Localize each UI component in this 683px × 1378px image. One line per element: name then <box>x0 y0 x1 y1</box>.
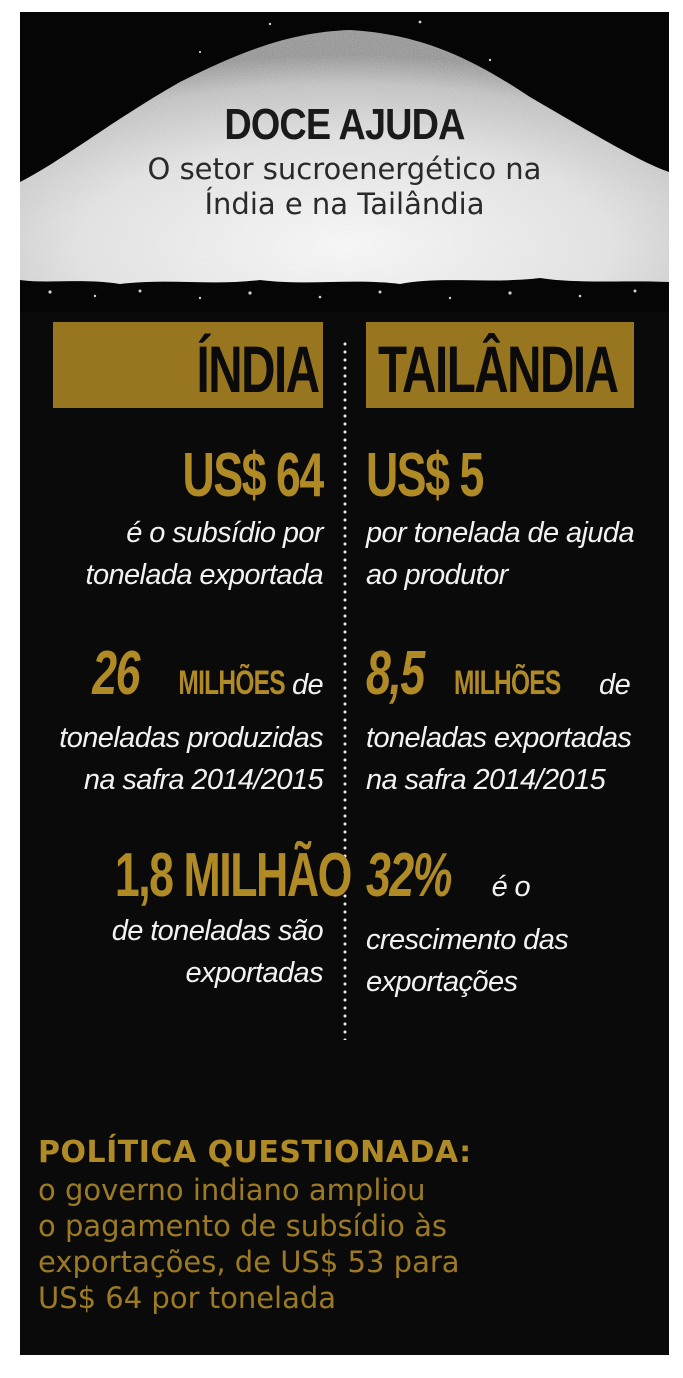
sugar-pile-image <box>20 12 669 312</box>
india-heading-box: ÍNDIA <box>53 322 323 408</box>
footer-line-1: o governo indiano ampliou <box>38 1173 426 1207</box>
footer-line-3: exportações, de US$ 53 para <box>38 1245 460 1279</box>
india-subsidy-value: US$ 64 <box>182 441 325 510</box>
thailand-exports-unit: MILHÕES <box>453 664 561 702</box>
thailand-stat-aid: US$ 5 por tonelada de ajuda ao produtor <box>366 444 666 596</box>
infographic-panel: DOCE AJUDA O setor sucroenergético na Ín… <box>20 12 669 1355</box>
footer-line-2: o pagamento de subsídio às <box>38 1209 447 1243</box>
thailand-exports-text-3: na safra 2014/2015 <box>366 764 606 796</box>
india-production-text-2: toneladas produzidas <box>59 722 323 754</box>
header: DOCE AJUDA O setor sucroenergético na Ín… <box>20 100 669 222</box>
dotted-divider <box>343 340 347 1040</box>
india-exports-text-2: exportadas <box>185 957 324 989</box>
india-production-text-3: na safra 2014/2015 <box>83 764 324 796</box>
india-subsidy-text-1: é o subsídio por <box>126 517 323 549</box>
india-stat-production: 26 MILHÕES de toneladas produzidas na sa… <box>23 642 323 801</box>
thailand-stat-exports: 8,5 MILHÕES de toneladas exportadas na s… <box>366 642 666 801</box>
india-production-value: 26 <box>92 639 140 708</box>
thailand-growth-text-3: exportações <box>366 966 518 998</box>
thailand-aid-text-2: ao produtor <box>366 559 508 591</box>
thailand-exports-text-2: toneladas exportadas <box>366 722 632 754</box>
thailand-growth-value: 32% <box>366 841 452 910</box>
thailand-stat-growth: 32% é o crescimento das exportações <box>366 844 666 1003</box>
thailand-aid-value: US$ 5 <box>366 441 484 510</box>
india-stat-exports: 1,8 MILHÃO de toneladas são exportadas <box>23 844 353 994</box>
thailand-heading: TAILÂNDIA <box>378 332 619 406</box>
thailand-exports-value: 8,5 <box>366 639 425 708</box>
india-exports-value: 1,8 MILHÃO <box>114 841 353 910</box>
footer-note: POLÍTICA QUESTIONADA: o governo indiano … <box>38 1134 658 1316</box>
subtitle-line-1: O setor sucroenergético na <box>147 152 542 186</box>
thailand-exports-tail: de <box>599 669 631 701</box>
thailand-growth-text-2: crescimento das <box>366 924 569 956</box>
india-production-tail: de <box>291 669 324 701</box>
india-production-unit: MILHÕES <box>177 664 285 702</box>
footer-title: POLÍTICA QUESTIONADA: <box>38 1135 472 1170</box>
india-heading: ÍNDIA <box>196 332 321 406</box>
subtitle-line-2: Índia e na Tailândia <box>204 187 485 221</box>
thailand-aid-text-1: por tonelada de ajuda <box>366 517 635 549</box>
page-title: DOCE AJUDA <box>224 100 465 149</box>
india-subsidy-text-2: tonelada exportada <box>85 559 323 591</box>
india-exports-text-1: de toneladas são <box>111 915 324 947</box>
india-stat-subsidy: US$ 64 é o subsídio por tonelada exporta… <box>23 441 325 596</box>
thailand-growth-tail: é o <box>491 871 531 903</box>
thailand-heading-box: TAILÂNDIA <box>366 322 634 408</box>
footer-line-4: US$ 64 por tonelada <box>38 1281 337 1315</box>
